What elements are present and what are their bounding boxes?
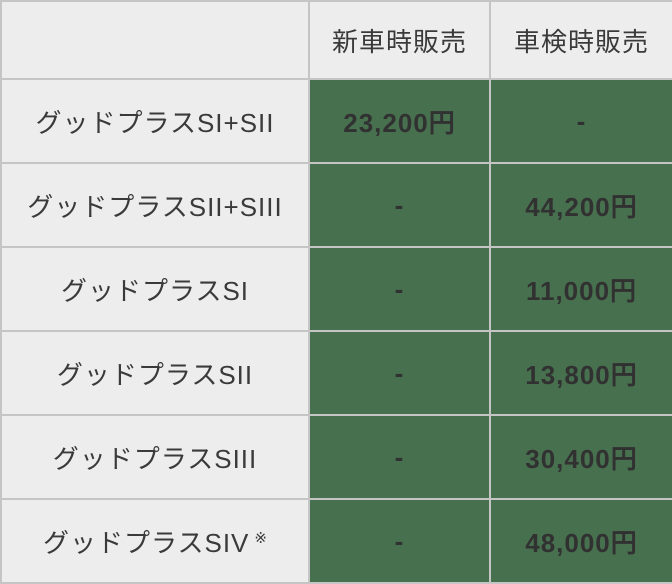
row-label-cell: グッドプラスSII — [0, 330, 310, 416]
table-row: グッドプラスSI - 11,000円 — [0, 246, 672, 332]
row-label: グッドプラスSI — [60, 275, 250, 306]
row-label-cell: グッドプラスSIV ※ — [0, 498, 310, 584]
row-label: グッドプラスSII — [56, 359, 254, 390]
new-car-price-cell: 23,200円 — [308, 78, 491, 164]
new-car-price-cell: - — [308, 498, 491, 584]
column-header-new-car-sale: 新車時販売 — [308, 0, 491, 80]
row-label-cell: グッドプラスSI+SII — [0, 78, 310, 164]
row-note: ※ — [254, 529, 267, 547]
table-row: グッドプラスSI+SII 23,200円 - — [0, 78, 672, 164]
table-row: グッドプラスSIV ※ - 48,000円 — [0, 498, 672, 584]
inspection-price-cell: 30,400円 — [489, 414, 672, 500]
new-car-price-cell: - — [308, 414, 491, 500]
row-label-cell: グッドプラスSII+SIII — [0, 162, 310, 248]
table-row: グッドプラスSII+SIII - 44,200円 — [0, 162, 672, 248]
table-body: グッドプラスSI+SII 23,200円 - グッドプラスSII+SIII - … — [0, 78, 672, 584]
row-label: グッドプラスSI+SII — [35, 107, 275, 138]
inspection-price-cell: 11,000円 — [489, 246, 672, 332]
inspection-price-cell: - — [489, 78, 672, 164]
inspection-price-cell: 48,000円 — [489, 498, 672, 584]
new-car-price-cell: - — [308, 162, 491, 248]
table-row: グッドプラスSII - 13,800円 — [0, 330, 672, 416]
table-row: グッドプラスSIII - 30,400円 — [0, 414, 672, 500]
row-label-cell: グッドプラスSI — [0, 246, 310, 332]
corner-cell — [0, 0, 310, 80]
row-label-cell: グッドプラスSIII — [0, 414, 310, 500]
row-label: グッドプラスSIV — [43, 527, 250, 558]
row-label: グッドプラスSII+SIII — [27, 191, 283, 222]
inspection-price-cell: 44,200円 — [489, 162, 672, 248]
row-label: グッドプラスSIII — [52, 443, 258, 474]
new-car-price-cell: - — [308, 330, 491, 416]
header-row: 新車時販売 車検時販売 — [0, 0, 672, 80]
column-header-inspection-sale: 車検時販売 — [489, 0, 672, 80]
new-car-price-cell: - — [308, 246, 491, 332]
inspection-price-cell: 13,800円 — [489, 330, 672, 416]
